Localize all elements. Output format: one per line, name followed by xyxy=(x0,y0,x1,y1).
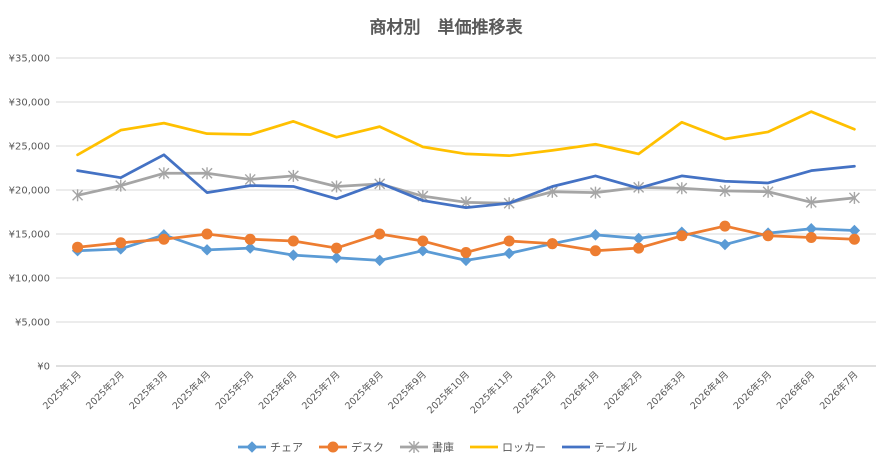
x-tick-label: 2026年6月 xyxy=(774,369,817,412)
x-tick-label: 2026年1月 xyxy=(558,369,601,412)
series-1 xyxy=(72,220,860,258)
data-point xyxy=(158,167,170,180)
data-point xyxy=(287,249,300,261)
x-tick-label: 2025年10月 xyxy=(425,369,473,417)
data-point xyxy=(115,237,127,249)
y-tick-label: ¥5,000 xyxy=(15,318,50,329)
x-tick-label: 2025年2月 xyxy=(84,369,127,412)
legend-item: テーブル xyxy=(562,440,637,454)
data-point xyxy=(503,247,515,260)
legend-item: 書庫 xyxy=(400,440,454,454)
data-point xyxy=(460,246,472,258)
data-point xyxy=(805,232,817,244)
series-2 xyxy=(72,167,860,210)
data-point xyxy=(330,252,343,264)
data-point xyxy=(546,238,558,250)
chart-title: 商材別 単価推移表 xyxy=(370,17,524,38)
series-line xyxy=(76,153,856,209)
data-point xyxy=(417,235,429,247)
y-tick-label: ¥25,000 xyxy=(9,142,50,153)
series-line xyxy=(76,110,856,158)
x-tick-label: 2025年8月 xyxy=(343,369,386,412)
y-tick-label: ¥15,000 xyxy=(9,230,50,241)
x-tick-label: 2025年12月 xyxy=(511,369,559,417)
data-point xyxy=(762,230,774,242)
legend-label: デスク xyxy=(351,440,384,454)
x-tick-label: 2025年6月 xyxy=(256,369,299,412)
x-tick-label: 2025年3月 xyxy=(127,369,170,412)
x-tick-label: 2026年7月 xyxy=(817,369,860,412)
data-point xyxy=(331,180,343,193)
legend-item: デスク xyxy=(319,440,384,454)
data-point xyxy=(719,220,731,232)
data-point xyxy=(503,235,515,247)
data-point xyxy=(417,245,429,257)
data-point xyxy=(201,244,213,256)
data-point xyxy=(762,185,774,198)
y-tick-label: ¥30,000 xyxy=(9,98,50,109)
y-tick-label: ¥0 xyxy=(37,362,50,373)
legend: チェア デスク 書庫 ロッカー テーブル xyxy=(238,440,637,454)
legend-label: チェア xyxy=(270,441,303,454)
series-layer xyxy=(71,110,861,267)
data-point xyxy=(589,245,601,257)
data-point xyxy=(115,179,127,192)
x-axis-ticks: 2025年1月 2025年2月 2025年3月 2025年4月 2025年5月 2025年… xyxy=(40,369,860,417)
series-4 xyxy=(76,153,856,209)
legend-label: ロッカー xyxy=(502,441,546,454)
data-point xyxy=(246,441,258,453)
y-axis-ticks: ¥0 ¥5,000 ¥10,000 ¥15,000 ¥20,000 ¥25,000 ¥30,… xyxy=(9,54,50,373)
x-tick-label: 2025年11月 xyxy=(468,369,516,417)
data-point xyxy=(633,242,645,254)
x-tick-label: 2025年7月 xyxy=(299,369,342,412)
legend-label: 書庫 xyxy=(432,440,454,454)
data-point xyxy=(848,191,860,204)
y-tick-label: ¥10,000 xyxy=(9,274,50,285)
gridlines xyxy=(56,57,876,367)
legend-item: ロッカー xyxy=(470,441,546,454)
data-point xyxy=(676,182,688,195)
data-point xyxy=(244,242,256,254)
x-tick-label: 2025年5月 xyxy=(213,369,256,412)
data-point xyxy=(408,441,420,453)
series-3 xyxy=(76,110,856,158)
data-point xyxy=(331,242,343,254)
data-point xyxy=(373,254,386,267)
data-point xyxy=(719,184,731,197)
data-point xyxy=(244,233,256,245)
data-point xyxy=(72,189,84,202)
legend-item: チェア xyxy=(238,441,303,454)
data-point xyxy=(589,229,602,241)
x-tick-label: 2025年9月 xyxy=(386,369,429,412)
data-point xyxy=(676,230,688,242)
data-point xyxy=(719,238,731,251)
data-point xyxy=(632,232,645,245)
x-tick-label: 2026年3月 xyxy=(645,369,688,412)
x-tick-label: 2026年5月 xyxy=(731,369,774,412)
data-point xyxy=(244,173,256,186)
data-point xyxy=(201,228,213,240)
data-point xyxy=(287,235,299,247)
x-tick-label: 2026年4月 xyxy=(688,369,731,412)
y-tick-label: ¥20,000 xyxy=(9,186,50,197)
x-tick-label: 2025年4月 xyxy=(170,369,213,412)
data-point xyxy=(848,233,860,245)
data-point xyxy=(287,169,299,182)
x-tick-label: 2025年1月 xyxy=(40,369,83,412)
data-point xyxy=(805,196,817,209)
data-point xyxy=(72,241,84,253)
data-point xyxy=(158,233,170,245)
data-point xyxy=(460,254,472,267)
y-tick-label: ¥35,000 xyxy=(9,54,50,65)
data-point xyxy=(589,186,601,199)
data-point xyxy=(201,167,213,180)
legend-label: テーブル xyxy=(594,440,637,454)
x-tick-label: 2026年2月 xyxy=(601,369,644,412)
data-point xyxy=(374,228,386,240)
data-point xyxy=(327,441,339,453)
